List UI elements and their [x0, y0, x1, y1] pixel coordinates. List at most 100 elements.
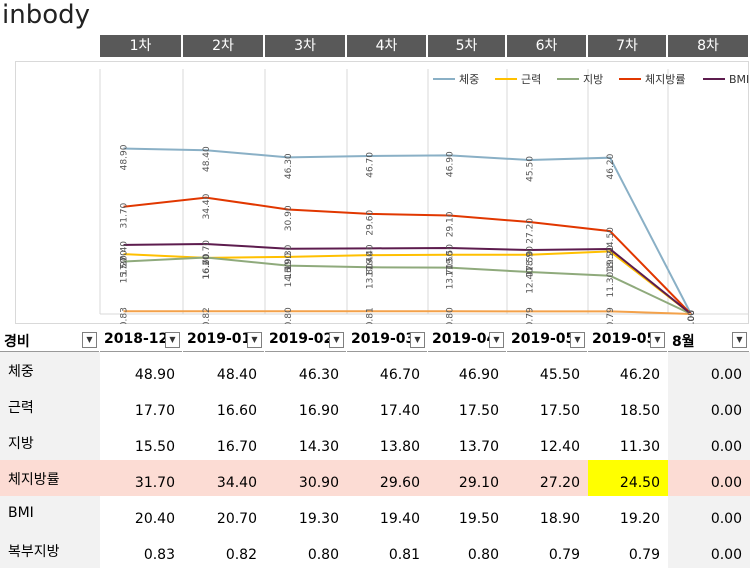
data-label: 19.30: [284, 244, 294, 270]
table-cell[interactable]: 46.70: [347, 352, 428, 388]
cell-value: 0.00: [710, 475, 742, 491]
legend-item: 체중: [459, 73, 479, 86]
cell-value: 46.20: [619, 367, 660, 383]
table-cell[interactable]: 0.80: [428, 532, 507, 568]
table-cell[interactable]: 18.90: [507, 496, 588, 532]
filter-dropdown-icon[interactable]: ▼: [732, 332, 747, 348]
data-label: 0.79: [526, 307, 536, 324]
column-header-label: 2019-01-: [187, 331, 247, 347]
series-line-0: [123, 147, 692, 315]
table-cell[interactable]: 19.30: [265, 496, 347, 532]
data-label: 0.00: [687, 310, 697, 324]
row-label-cell: BMI: [0, 496, 100, 532]
table-cell[interactable]: 29.10: [428, 460, 507, 496]
table-cell[interactable]: 18.50: [588, 388, 668, 424]
table-cell[interactable]: 0.00: [668, 496, 750, 532]
cell-value: 46.70: [379, 367, 420, 383]
data-label: 0.80: [284, 307, 294, 324]
filter-dropdown-icon[interactable]: ▼: [329, 332, 344, 348]
cell-value: 48.40: [216, 367, 257, 383]
table-cell[interactable]: 17.70: [100, 388, 183, 424]
cell-value: 29.60: [379, 475, 420, 491]
cell-value: 0.00: [710, 403, 742, 419]
data-label: 0.00: [687, 310, 697, 324]
table-cell[interactable]: 17.40: [347, 388, 428, 424]
table-cell[interactable]: 34.40: [183, 460, 265, 496]
table-cell[interactable]: 20.40: [100, 496, 183, 532]
data-label: 29.10: [446, 211, 456, 237]
table-cell[interactable]: 20.70: [183, 496, 265, 532]
row-label-cell: 지방: [0, 424, 100, 460]
table-cell[interactable]: 48.40: [183, 352, 265, 388]
table-cell[interactable]: 24.50: [588, 460, 668, 496]
table-cell[interactable]: 46.90: [428, 352, 507, 388]
legend-item: 지방: [583, 73, 603, 86]
data-label: 27.20: [526, 218, 536, 244]
table-cell[interactable]: 0.79: [588, 532, 668, 568]
row-label: 복부지방: [8, 544, 60, 560]
table-cell[interactable]: 0.00: [668, 388, 750, 424]
table-row: BMI 20.40 20.70 19.30 19.40 19.50 18.90 19.20 0.…: [0, 496, 750, 532]
data-label: 0.80: [446, 307, 456, 324]
table-cell[interactable]: 0.00: [668, 352, 750, 388]
table-cell[interactable]: 19.50: [428, 496, 507, 532]
column-header-1: 2018-12-1▼: [100, 329, 182, 352]
table-cell[interactable]: 16.70: [183, 424, 265, 460]
table-cell[interactable]: 0.00: [668, 532, 750, 568]
table-cell[interactable]: 0.83: [100, 532, 183, 568]
table-cell[interactable]: 14.30: [265, 424, 347, 460]
legend-item: 체지방률: [645, 73, 685, 86]
filter-dropdown-icon[interactable]: ▼: [489, 332, 504, 348]
data-label: 20.70: [202, 240, 212, 266]
table-cell[interactable]: 13.80: [347, 424, 428, 460]
table-cell[interactable]: 30.90: [265, 460, 347, 496]
round-label-4: 4차: [347, 35, 426, 57]
column-header-7: 2019-05-▼: [588, 329, 667, 352]
table-cell[interactable]: 17.50: [428, 388, 507, 424]
cell-value: 17.40: [379, 403, 420, 419]
cell-value: 13.70: [458, 439, 499, 455]
round-label-7: 7차: [588, 35, 666, 57]
table-cell[interactable]: 16.60: [183, 388, 265, 424]
cell-value: 0.80: [307, 547, 339, 563]
column-header-label: 2019-02-: [269, 331, 329, 347]
filter-dropdown-icon[interactable]: ▼: [650, 332, 665, 348]
table-cell[interactable]: 46.20: [588, 352, 668, 388]
filter-dropdown-icon[interactable]: ▼: [410, 332, 425, 348]
table-cell[interactable]: 29.60: [347, 460, 428, 496]
series-line-3: [123, 196, 692, 315]
table-row: 체중 48.90 48.40 46.30 46.70 46.90 45.50 46.20 0.0…: [0, 352, 750, 388]
column-header-0: 경비 ▼: [0, 329, 99, 352]
table-cell[interactable]: 0.00: [668, 424, 750, 460]
table-cell[interactable]: 12.40: [507, 424, 588, 460]
table-cell[interactable]: 0.79: [507, 532, 588, 568]
cell-value: 13.80: [379, 439, 420, 455]
table-row: 체지방률 31.70 34.40 30.90 29.60 29.10 27.20 24.50 0…: [0, 460, 750, 496]
table-cell[interactable]: 0.82: [183, 532, 265, 568]
filter-dropdown-icon[interactable]: ▼: [247, 332, 262, 348]
cell-value: 19.40: [379, 511, 420, 527]
table-cell[interactable]: 15.50: [100, 424, 183, 460]
table-cell[interactable]: 48.90: [100, 352, 183, 388]
data-label: 0.82: [202, 307, 212, 324]
data-label: 19.50: [446, 244, 456, 270]
table-cell[interactable]: 27.20: [507, 460, 588, 496]
table-cell[interactable]: 0.81: [347, 532, 428, 568]
filter-dropdown-icon[interactable]: ▼: [82, 332, 97, 348]
table-cell[interactable]: 45.50: [507, 352, 588, 388]
table-cell[interactable]: 13.70: [428, 424, 507, 460]
table-cell[interactable]: 31.70: [100, 460, 183, 496]
table-cell[interactable]: 0.80: [265, 532, 347, 568]
filter-dropdown-icon[interactable]: ▼: [165, 332, 180, 348]
cell-value: 17.50: [458, 403, 499, 419]
table-cell[interactable]: 0.00: [668, 460, 750, 496]
filter-dropdown-icon[interactable]: ▼: [570, 332, 585, 348]
table-cell[interactable]: 46.30: [265, 352, 347, 388]
data-label: 17.50: [446, 251, 456, 277]
table-cell[interactable]: 11.30: [588, 424, 668, 460]
table-cell[interactable]: 19.40: [347, 496, 428, 532]
row-label-cell: 체지방률: [0, 460, 100, 496]
table-cell[interactable]: 19.20: [588, 496, 668, 532]
table-cell[interactable]: 16.90: [265, 388, 347, 424]
table-cell[interactable]: 17.50: [507, 388, 588, 424]
